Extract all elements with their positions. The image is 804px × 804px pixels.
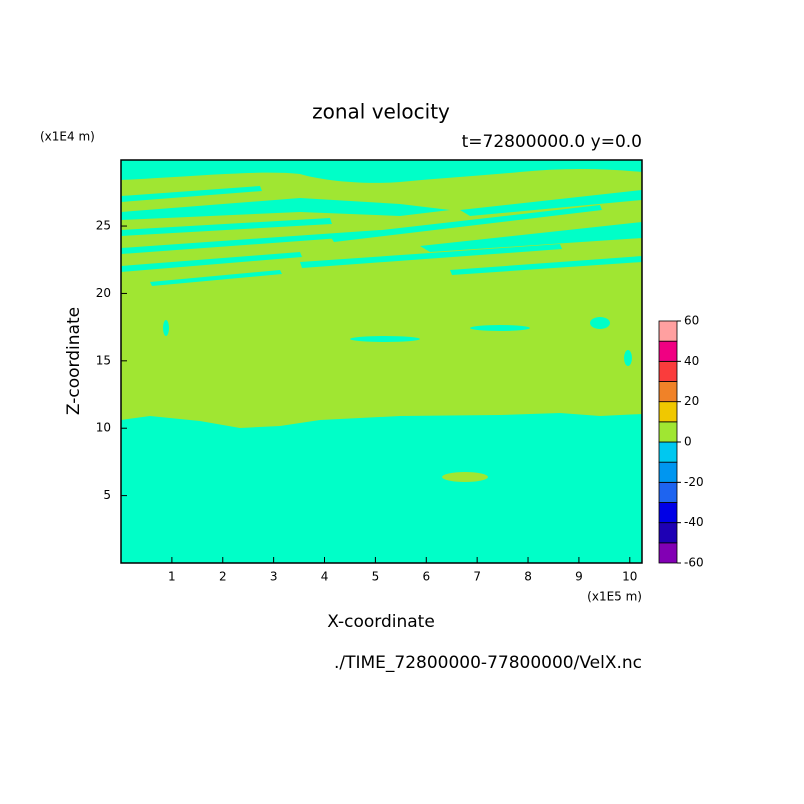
y-unit: (x1E4 m) bbox=[40, 130, 95, 144]
colorbar-box bbox=[658, 340, 678, 362]
y-tick-label: 15 bbox=[96, 353, 111, 367]
region bbox=[590, 317, 610, 329]
region bbox=[624, 350, 632, 366]
region bbox=[163, 320, 169, 336]
region bbox=[121, 252, 302, 272]
x-axis-label: X-coordinate bbox=[327, 612, 435, 632]
source: ./TIME_72800000-77800000/VelX.nc bbox=[334, 653, 642, 673]
x-tick-label: 7 bbox=[473, 570, 481, 584]
region bbox=[420, 222, 642, 252]
colorbar-box bbox=[658, 441, 678, 463]
region bbox=[150, 270, 282, 286]
colorbar-label: -40 bbox=[684, 515, 704, 529]
region bbox=[442, 472, 488, 482]
colorbar-label: -60 bbox=[684, 556, 704, 570]
colorbar-box bbox=[658, 401, 678, 423]
region bbox=[121, 186, 262, 202]
y-tick-label: 25 bbox=[96, 219, 111, 233]
colorbar-label: 40 bbox=[684, 354, 699, 368]
contour-field bbox=[121, 160, 642, 563]
colorbar-label: -20 bbox=[684, 475, 704, 489]
chart-subtitle: t=72800000.0 y=0.0 bbox=[462, 132, 642, 152]
colorbar-box bbox=[658, 461, 678, 483]
x-unit: (x1E5 m) bbox=[587, 590, 642, 604]
x-tick-label: 10 bbox=[622, 570, 637, 584]
region bbox=[300, 244, 562, 268]
colorbar-box bbox=[658, 320, 678, 342]
y-tick-label: 5 bbox=[103, 488, 111, 502]
x-tick-label: 8 bbox=[524, 570, 532, 584]
x-tick-label: 4 bbox=[321, 570, 329, 584]
x-tick-label: 6 bbox=[422, 570, 430, 584]
region bbox=[460, 190, 642, 216]
colorbar-label: 60 bbox=[684, 314, 699, 328]
x-tick-label: 2 bbox=[219, 570, 227, 584]
y-tick-label: 20 bbox=[96, 286, 111, 300]
colorbar-box bbox=[658, 481, 678, 503]
colorbar-label: 0 bbox=[684, 435, 692, 449]
colorbar-box bbox=[658, 542, 678, 564]
region bbox=[121, 198, 450, 220]
region bbox=[470, 325, 530, 331]
region bbox=[450, 256, 642, 275]
region bbox=[121, 218, 332, 236]
y-axis-label: Z-coordinate bbox=[64, 307, 84, 415]
x-tick-label: 5 bbox=[372, 570, 380, 584]
region bbox=[350, 336, 420, 342]
colorbar-box bbox=[658, 381, 678, 403]
y-tick-label: 10 bbox=[96, 421, 111, 435]
chart-title: zonal velocity bbox=[312, 100, 450, 124]
colorbar-box bbox=[658, 421, 678, 443]
colorbar-box bbox=[658, 522, 678, 544]
colorbar-label: 20 bbox=[684, 394, 699, 408]
x-tick-label: 1 bbox=[168, 570, 176, 584]
region bbox=[121, 230, 382, 254]
x-tick-label: 9 bbox=[575, 570, 583, 584]
x-tick-label: 3 bbox=[270, 570, 278, 584]
region bbox=[330, 205, 602, 242]
region bbox=[121, 160, 642, 183]
colorbar-box bbox=[658, 502, 678, 524]
plot-frame bbox=[120, 159, 643, 564]
colorbar-box bbox=[658, 360, 678, 382]
